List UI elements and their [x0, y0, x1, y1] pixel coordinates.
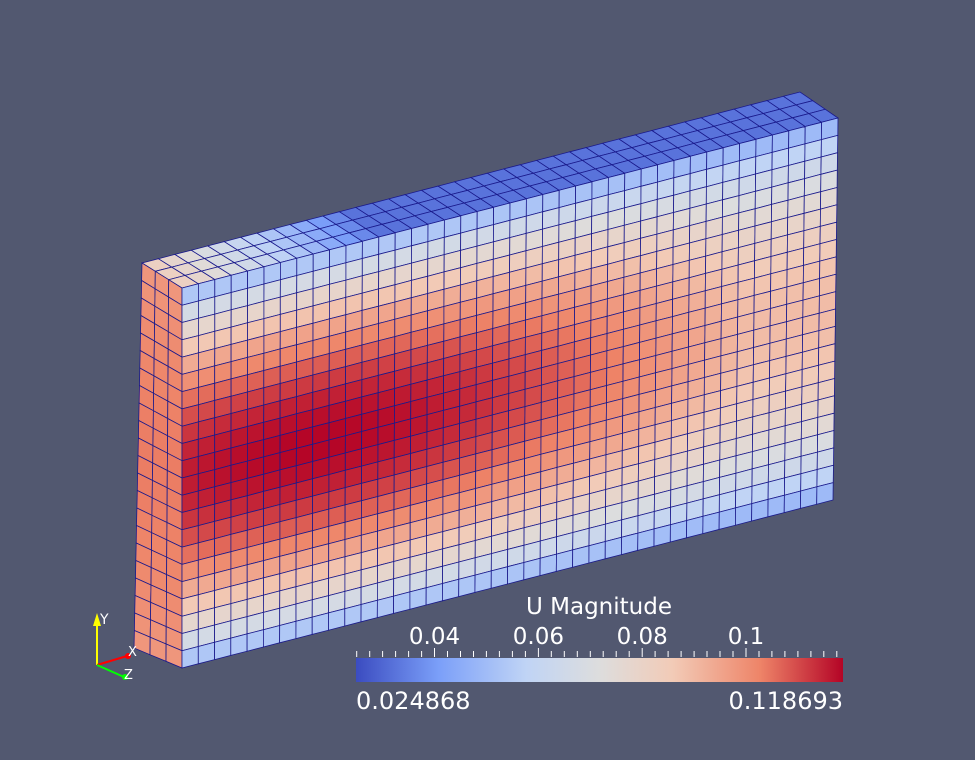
mesh-left-face [133, 262, 183, 669]
mesh-cell [230, 633, 248, 656]
mesh-cell [393, 591, 411, 614]
scalar-bar-tick-label: 0.04 [409, 624, 460, 650]
mesh-cell [311, 612, 329, 635]
mesh-cell [507, 561, 525, 585]
mesh-cell [702, 511, 720, 535]
mesh-cell [441, 578, 460, 602]
mesh-cell [425, 582, 443, 606]
mesh-cell [474, 570, 492, 593]
z-axis-label: Z [124, 668, 133, 683]
scalar-bar-min-label: 0.024868 [356, 687, 471, 715]
mesh-cell [751, 498, 769, 522]
mesh-cell [295, 616, 313, 640]
mesh-front-face [181, 117, 839, 669]
mesh-cell [328, 608, 346, 631]
z-axis-line [96, 664, 125, 678]
mesh-cell [539, 553, 557, 577]
mesh-cell [262, 624, 281, 648]
mesh-cell [360, 599, 378, 623]
scalar-bar-tick-label: 0.08 [617, 624, 668, 650]
mesh-cell [588, 540, 606, 564]
scalar-bar-tick-label: 0.06 [513, 624, 564, 650]
mesh-cell [572, 545, 590, 568]
x-axis-head [125, 653, 131, 659]
scalar-bar-max-label: 0.118693 [728, 687, 843, 715]
scalar-bar-title: U Magnitude [526, 594, 672, 620]
orientation-axes: Y X Z [93, 612, 137, 683]
mesh-cell [246, 629, 264, 652]
mesh-cell [653, 524, 671, 547]
x-axis-label: X [128, 645, 137, 660]
mesh-cell [799, 486, 818, 509]
mesh-cell [620, 532, 639, 556]
x-axis-line [96, 655, 128, 666]
scalar-bar-tick-marks [356, 648, 838, 657]
mesh-cell [409, 587, 427, 610]
scalar-bar-tick-labels: 0.04 0.06 0.08 0.1 [409, 624, 764, 650]
scalar-bar[interactable]: U Magnitude 0.04 0.06 0.08 0.1 0.024868 0.1… [356, 594, 843, 715]
mesh-cell [604, 536, 623, 560]
scalar-bar-gradient [356, 658, 843, 682]
mesh-cell [344, 603, 362, 627]
mesh-cell [669, 519, 688, 543]
mesh-cell [718, 507, 736, 530]
mesh-cell [523, 557, 541, 581]
mesh-cell [279, 620, 297, 644]
mesh-cell [816, 482, 834, 505]
z-axis-head [122, 674, 128, 680]
mesh-cell [686, 515, 704, 539]
mesh-cell [376, 595, 395, 619]
mesh-cell [783, 490, 802, 514]
mesh-cell [555, 549, 574, 572]
y-axis-arrow [93, 613, 101, 626]
mesh-block [133, 91, 839, 669]
mesh-cell [490, 566, 509, 589]
y-axis-label: Y [99, 612, 109, 628]
mesh-top-face [141, 91, 839, 289]
mesh-cell [214, 637, 232, 661]
mesh-cell [181, 645, 199, 669]
mesh-cell [197, 641, 216, 665]
mesh-cell [458, 574, 476, 598]
scalar-bar-tick-label: 0.1 [728, 624, 765, 650]
mesh-cell [767, 494, 785, 518]
mesh-cell [637, 528, 655, 551]
